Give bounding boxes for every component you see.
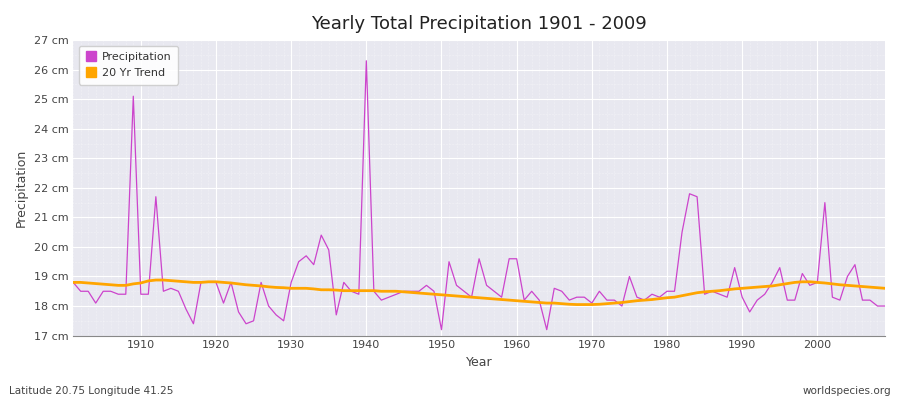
- X-axis label: Year: Year: [466, 356, 492, 369]
- Y-axis label: Precipitation: Precipitation: [15, 149, 28, 227]
- Text: Latitude 20.75 Longitude 41.25: Latitude 20.75 Longitude 41.25: [9, 386, 174, 396]
- Title: Yearly Total Precipitation 1901 - 2009: Yearly Total Precipitation 1901 - 2009: [311, 15, 647, 33]
- Legend: Precipitation, 20 Yr Trend: Precipitation, 20 Yr Trend: [78, 46, 178, 84]
- Text: worldspecies.org: worldspecies.org: [803, 386, 891, 396]
